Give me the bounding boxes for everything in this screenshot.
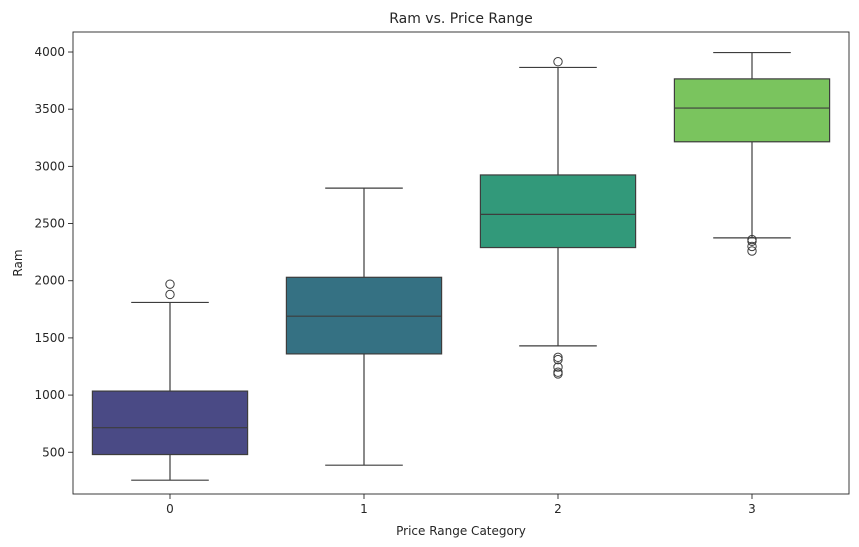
y-tick-label: 1500	[34, 331, 65, 345]
box-group	[91, 279, 249, 481]
chart-title: Ram vs. Price Range	[389, 11, 533, 27]
y-tick-label: 4000	[34, 45, 65, 59]
x-axis: 0 1 2 3	[166, 494, 756, 516]
y-tick-label: 500	[42, 445, 65, 459]
outlier-point	[553, 57, 563, 67]
box-group	[285, 187, 443, 466]
outlier-point	[553, 367, 563, 377]
x-tick-label: 2	[554, 502, 562, 516]
iqr-box	[91, 390, 249, 456]
y-tick-label: 1000	[34, 388, 65, 402]
x-axis-label: Price Range Category	[396, 524, 526, 538]
outlier-point	[747, 234, 757, 245]
boxes-layer	[91, 51, 831, 481]
y-tick-label: 2000	[34, 274, 65, 288]
iqr-box	[673, 78, 831, 143]
x-tick-label: 1	[360, 502, 368, 516]
y-axis-label: Ram	[11, 249, 25, 276]
y-tick-label: 3500	[34, 102, 65, 116]
box-group	[479, 57, 637, 379]
outlier-point	[553, 362, 563, 372]
y-tick-label: 3000	[34, 159, 65, 173]
y-axis: 500 1000 1500 2000 2500 3000 3500 4000	[34, 45, 73, 459]
box-group	[673, 51, 831, 256]
outlier-point	[553, 352, 563, 363]
outlier-point	[165, 279, 175, 289]
x-tick-label: 3	[748, 502, 756, 516]
y-tick-label: 2500	[34, 217, 65, 231]
outlier-point	[165, 289, 175, 300]
outlier-point	[747, 241, 757, 252]
outlier-point	[553, 354, 563, 365]
plot-frame	[72, 31, 850, 495]
outlier-point	[747, 246, 757, 256]
iqr-box	[479, 174, 637, 249]
x-tick-label: 0	[166, 502, 174, 516]
